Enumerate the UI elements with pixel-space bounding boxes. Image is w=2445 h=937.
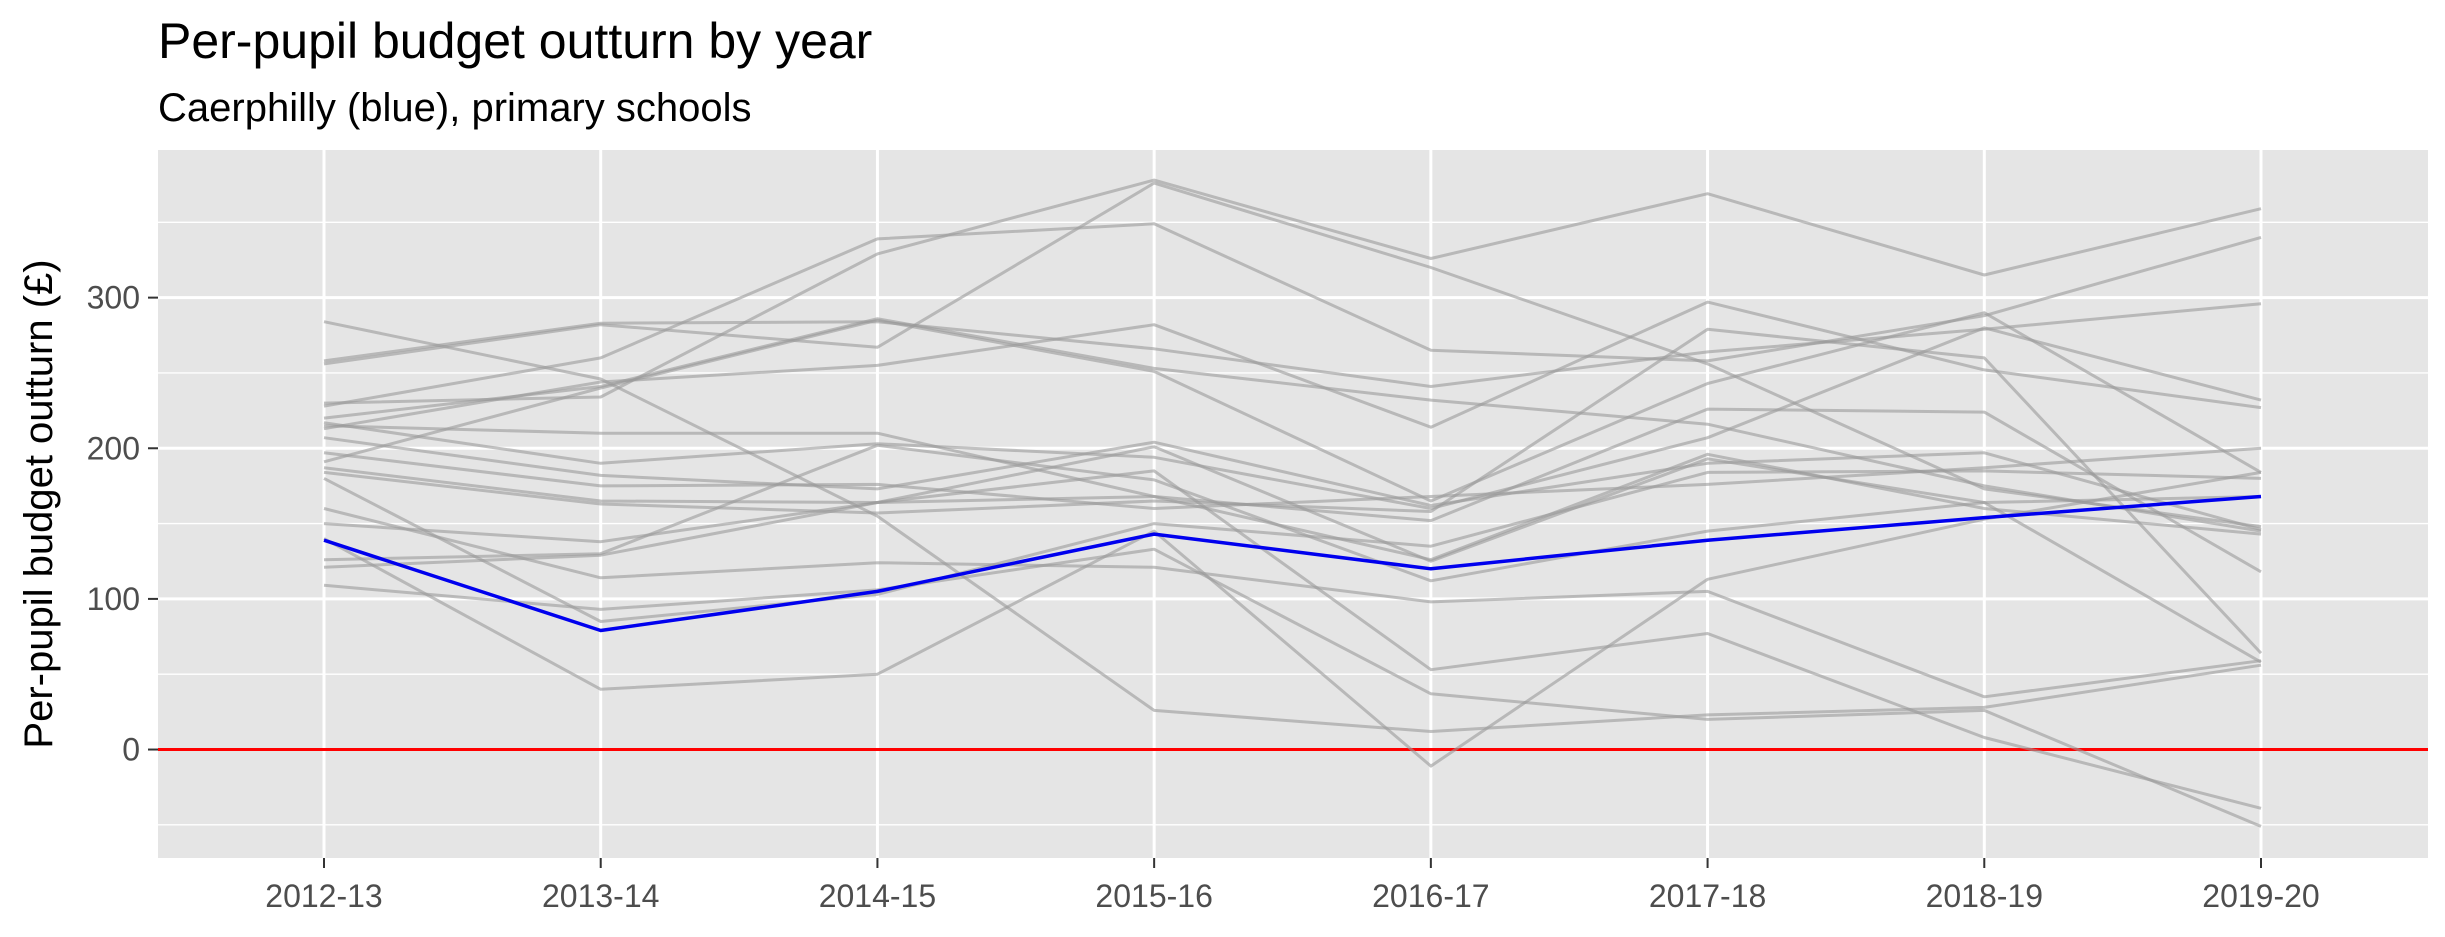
- highlight-series-line: [323, 494, 2262, 633]
- minor-gridlines: [158, 221, 2428, 826]
- series-line: [323, 424, 2262, 562]
- series-line: [323, 407, 2262, 574]
- chart-title: Per-pupil budget outturn by year: [158, 13, 873, 69]
- series-line: [323, 320, 2262, 733]
- series-line: [323, 547, 2262, 828]
- highlighted-series: [323, 494, 2262, 633]
- series-line: [323, 469, 2262, 810]
- x-tick-label: 2015-16: [1095, 878, 1212, 914]
- x-tick-label: 2018-19: [1926, 878, 2043, 914]
- x-tick-label: 2019-20: [2202, 878, 2319, 914]
- x-tick-label: 2017-18: [1649, 878, 1766, 914]
- series-line: [323, 443, 2262, 583]
- y-tick-label: 100: [87, 581, 140, 617]
- other-authorities-series: [323, 178, 2263, 828]
- x-axis: 2012-13 2013-14 2014-15 2015-16 2016-17 2017-…: [265, 858, 2320, 914]
- series-line: [323, 178, 2262, 405]
- series-line: [323, 327, 2263, 655]
- series-line: [323, 470, 2262, 768]
- series-line: [323, 302, 2262, 388]
- chart-subtitle: Caerphilly (blue), primary schools: [158, 86, 752, 130]
- y-tick-label: 0: [122, 732, 140, 768]
- x-tick-label: 2012-13: [265, 878, 382, 914]
- series-line: [323, 507, 2262, 699]
- series-line: [323, 181, 2262, 529]
- series-line: [323, 326, 2262, 510]
- series-line: [323, 311, 2262, 503]
- series-line: [323, 469, 2262, 623]
- series-line: [323, 300, 2262, 431]
- series-line: [323, 436, 2262, 532]
- x-tick-label: 2014-15: [819, 878, 936, 914]
- x-tick-label: 2016-17: [1372, 878, 1489, 914]
- y-axis: 0 100 200 300: [87, 280, 158, 768]
- y-axis-title: Per-pupil budget outturn (£): [17, 259, 61, 748]
- y-tick-label: 200: [87, 430, 140, 466]
- x-tick-label: 2013-14: [542, 878, 659, 914]
- y-tick-label: 300: [87, 280, 140, 316]
